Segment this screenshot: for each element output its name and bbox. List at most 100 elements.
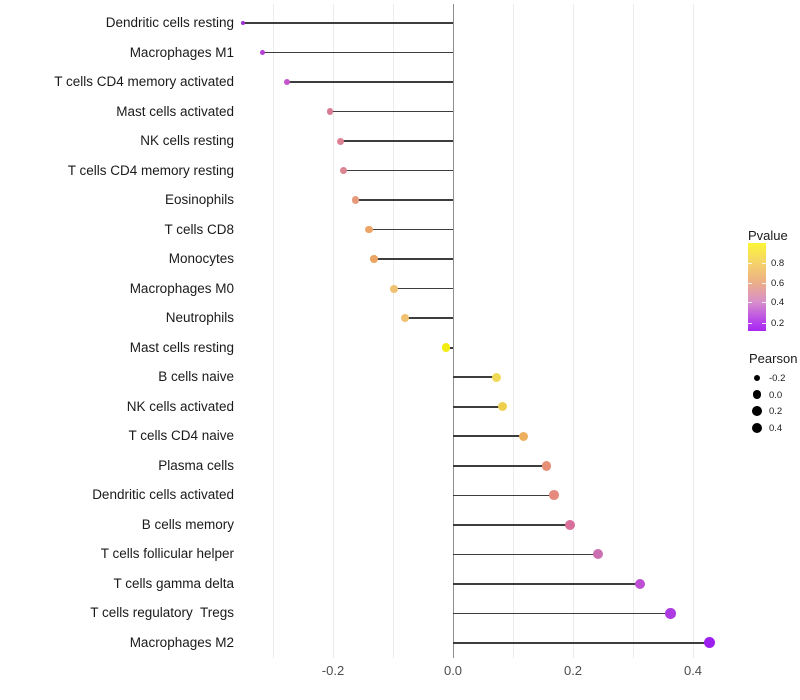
lollipop-segment xyxy=(453,642,710,644)
y-axis-label: Macrophages M2 xyxy=(129,634,234,650)
y-axis-label: Eosinophils xyxy=(164,192,234,208)
y-axis-label: NK cells resting xyxy=(140,133,234,149)
lollipop-dot xyxy=(565,519,575,530)
y-axis-label: Macrophages M0 xyxy=(129,280,234,296)
lollipop-dot xyxy=(336,137,344,145)
x-gridline xyxy=(693,4,694,658)
colorbar-tick-label: 0.6 xyxy=(771,278,785,289)
y-axis-label: Macrophages M1 xyxy=(129,44,234,60)
lollipop-dot xyxy=(498,402,508,412)
lollipop-segment xyxy=(286,81,453,83)
pearson-legend-label: 0.2 xyxy=(769,406,783,417)
pvalue-colorbar xyxy=(748,243,766,331)
x-tick-label: 0.4 xyxy=(683,663,703,678)
lollipop-dot xyxy=(401,314,409,323)
lollipop-dot xyxy=(703,637,715,649)
y-axis-label: NK cells activated xyxy=(126,398,234,414)
lollipop-segment xyxy=(340,140,453,142)
colorbar-tick xyxy=(762,302,766,303)
pearson-legend-dot xyxy=(752,406,762,416)
colorbar-tick xyxy=(748,283,752,284)
y-axis-label: B cells memory xyxy=(141,516,234,532)
y-axis-label: Monocytes xyxy=(168,251,234,267)
pearson-legend-dot xyxy=(752,390,762,399)
y-axis-label: T cells follicular helper xyxy=(100,546,234,562)
colorbar-tick-label: 0.2 xyxy=(771,318,785,329)
lollipop-dot xyxy=(365,225,373,234)
x-gridline xyxy=(513,4,514,658)
colorbar-tick-label: 0.4 xyxy=(771,297,785,308)
y-axis-label: Mast cells resting xyxy=(129,339,234,355)
lollipop-segment xyxy=(453,376,497,379)
x-gridline xyxy=(273,4,274,658)
colorbar-tick xyxy=(762,263,766,264)
colorbar-tick-label: 0.8 xyxy=(771,258,785,269)
x-tick-label: 0.2 xyxy=(563,663,583,678)
y-axis-label: T cells regulatory Tregs xyxy=(90,605,234,621)
y-axis-label: T cells CD4 memory activated xyxy=(54,74,234,90)
colorbar-tick xyxy=(762,323,766,324)
pearson-legend-title: Pearson xyxy=(749,351,798,366)
lollipop-segment xyxy=(453,583,641,585)
lollipop-segment xyxy=(405,317,453,319)
lollipop-dot xyxy=(351,196,359,204)
y-axis-label: Plasma cells xyxy=(158,457,234,473)
lollipop-segment xyxy=(343,169,453,172)
lollipop-segment xyxy=(355,199,453,201)
lollipop-segment xyxy=(243,22,453,24)
lollipop-segment xyxy=(453,435,524,438)
zero-reference-line xyxy=(453,4,454,658)
x-gridline xyxy=(573,4,574,658)
y-axis-label: T cells CD4 naive xyxy=(128,428,234,444)
lollipop-segment xyxy=(394,287,453,290)
y-axis-label: Mast cells activated xyxy=(116,103,234,119)
y-axis-label: Dendritic cells activated xyxy=(92,487,234,503)
lollipop-dot xyxy=(664,608,676,619)
pearson-legend-label: 0.4 xyxy=(769,423,783,434)
lollipop-segment xyxy=(453,553,599,556)
lollipop-dot xyxy=(283,79,290,85)
colorbar-tick xyxy=(762,283,766,284)
lollipop-segment xyxy=(453,405,503,408)
x-tick-label: 0.0 xyxy=(443,663,463,678)
lollipop-dot xyxy=(340,167,348,175)
lollipop-dot xyxy=(240,20,246,26)
y-axis-label: T cells CD8 xyxy=(164,221,234,237)
lollipop-segment xyxy=(369,228,453,231)
pvalue-legend-title: Pvalue xyxy=(748,228,788,243)
lollipop-segment xyxy=(453,494,554,497)
x-gridline xyxy=(633,4,634,658)
lollipop-dot xyxy=(541,460,552,471)
x-gridline xyxy=(393,4,394,658)
y-axis-label: T cells CD4 memory resting xyxy=(67,162,234,178)
pearson-legend-dot xyxy=(751,422,763,434)
lollipop-segment xyxy=(262,51,453,54)
x-tick-label: -0.2 xyxy=(321,663,345,678)
lollipop-segment xyxy=(453,612,671,615)
lollipop-segment xyxy=(453,465,547,467)
pearson-legend-dot xyxy=(753,374,761,382)
lollipop-dot xyxy=(519,431,529,441)
lollipop-dot xyxy=(441,343,451,352)
lollipop-dot xyxy=(491,372,501,382)
lollipop-dot xyxy=(548,490,559,501)
y-axis-label: T cells gamma delta xyxy=(113,575,234,591)
lollipop-dot xyxy=(390,284,399,293)
colorbar-tick xyxy=(748,302,752,303)
lollipop-segment xyxy=(453,524,570,526)
x-gridline xyxy=(333,4,334,658)
colorbar-tick xyxy=(748,263,752,264)
y-axis-label: Neutrophils xyxy=(165,310,234,326)
lollipop-dot xyxy=(593,549,604,560)
y-axis-label: B cells naive xyxy=(158,369,234,385)
colorbar-tick xyxy=(748,323,752,324)
y-axis-label: Dendritic cells resting xyxy=(105,15,234,30)
lollipop-dot xyxy=(259,49,265,56)
lollipop-segment xyxy=(330,110,453,113)
lollipop-dot xyxy=(326,108,334,115)
lollipop-dot xyxy=(634,578,646,590)
lollipop-segment xyxy=(373,258,453,260)
pearson-legend-label: 0.0 xyxy=(769,389,783,401)
lollipop-dot xyxy=(370,255,378,263)
